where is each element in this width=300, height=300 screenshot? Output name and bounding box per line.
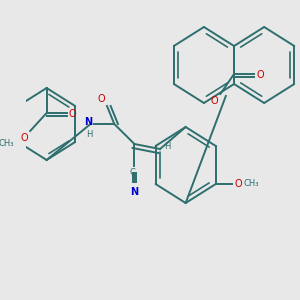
Text: H: H	[164, 142, 170, 151]
Text: CH₃: CH₃	[0, 139, 14, 148]
Text: N: N	[84, 117, 92, 127]
Text: O: O	[21, 133, 28, 143]
Text: O: O	[98, 94, 105, 104]
Text: O: O	[211, 96, 218, 106]
Text: N: N	[130, 187, 139, 197]
Text: CH₃: CH₃	[243, 179, 259, 188]
Text: O: O	[256, 70, 264, 80]
Text: C: C	[130, 168, 136, 177]
Text: H: H	[86, 130, 92, 139]
Text: O: O	[234, 179, 242, 189]
Text: O: O	[69, 109, 76, 119]
